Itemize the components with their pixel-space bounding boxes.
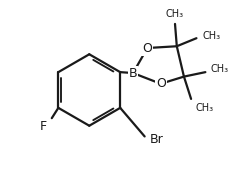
Text: F: F — [39, 120, 46, 133]
Text: Br: Br — [150, 133, 164, 146]
Text: B: B — [129, 67, 137, 80]
Text: CH₃: CH₃ — [203, 31, 221, 41]
Text: CH₃: CH₃ — [211, 64, 229, 75]
Text: CH₃: CH₃ — [166, 9, 184, 19]
Text: O: O — [156, 77, 166, 90]
Text: CH₃: CH₃ — [196, 102, 214, 112]
Text: O: O — [142, 42, 152, 55]
